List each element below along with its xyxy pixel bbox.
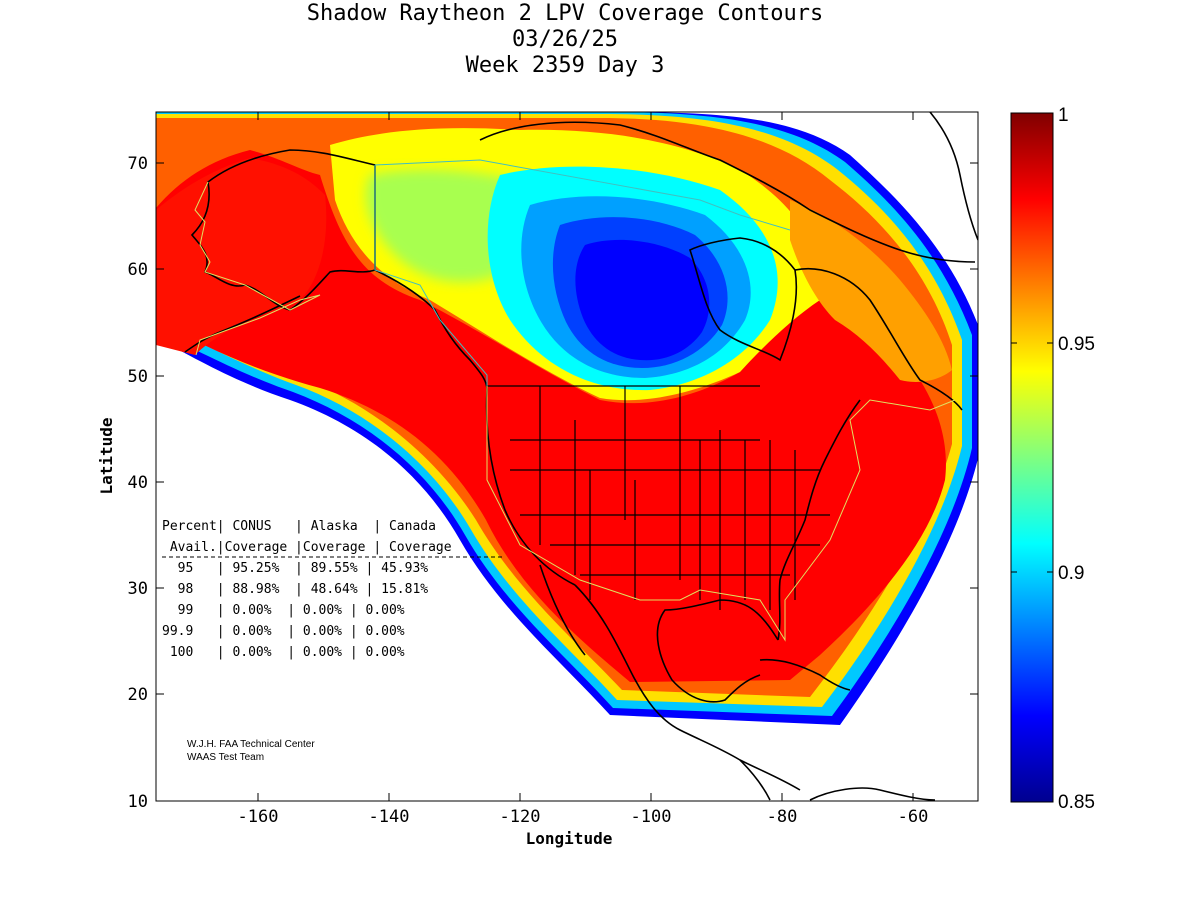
cuba <box>759 658 851 691</box>
stats-row: 98 | 88.98% | 48.64% | 15.81% <box>162 582 428 597</box>
colorbar <box>1010 112 1054 803</box>
coverage-stats-table: Percent| CONUS | Alaska | Canada Avail.|… <box>162 519 505 660</box>
coverage-lobe-darkblue <box>575 239 710 361</box>
x-tick-label: -80 <box>767 807 798 827</box>
stats-header-line: Avail.|Coverage |Coverage | Coverage <box>162 540 452 555</box>
stats-row: 95 | 95.25% | 89.55% | 45.93% <box>162 561 428 576</box>
y-tick-label: 40 <box>128 473 148 493</box>
title-line-3: Week 2359 Day 3 <box>465 53 665 78</box>
y-tick-label: 30 <box>128 579 148 599</box>
x-tick-label: -140 <box>369 807 410 827</box>
south-america-north <box>809 787 936 801</box>
x-tick-label: -100 <box>631 807 672 827</box>
x-tick-label: -60 <box>898 807 929 827</box>
x-axis-label: Longitude <box>526 829 613 848</box>
colorbar-ticks <box>1011 342 1053 573</box>
coverage-band-red <box>156 150 946 682</box>
axis-ticks <box>156 112 978 802</box>
coverage-contours <box>156 112 978 725</box>
hudson-bay <box>689 237 798 362</box>
arctic-islands <box>479 121 976 263</box>
stats-row: 100 | 0.00% | 0.00% | 0.00% <box>162 645 405 660</box>
credit-line-1: W.J.H. FAA Technical Center <box>187 739 315 750</box>
us-east-coast <box>777 399 861 641</box>
x-tick-label: -120 <box>500 807 541 827</box>
stats-row: 99 | 0.00% | 0.00% | 0.00% <box>162 603 405 618</box>
credit-line-2: WAAS Test Team <box>187 752 264 763</box>
plot-frame <box>155 111 979 802</box>
colorbar-tick-label: 1 <box>1058 105 1069 126</box>
stats-header-line: Percent| CONUS | Alaska | Canada <box>162 519 436 534</box>
canada-west-coast <box>374 269 488 391</box>
stats-row: 99.9 | 0.00% | 0.00% | 0.00% <box>162 624 405 639</box>
service-area-outlines <box>194 159 956 642</box>
y-tick-label: 70 <box>128 154 148 174</box>
alaska-peninsula <box>184 295 301 353</box>
colorbar-tick-label: 0.9 <box>1058 563 1084 584</box>
gulf-coast <box>656 599 779 703</box>
y-tick-label: 20 <box>128 685 148 705</box>
title-line-2: 03/26/25 <box>512 27 618 52</box>
y-tick-label: 10 <box>128 792 148 812</box>
y-axis-label: Latitude <box>97 417 116 494</box>
east-canada-coast <box>794 268 963 411</box>
baja-california <box>539 564 586 656</box>
y-tick-label: 50 <box>128 367 148 387</box>
x-tick-label: -160 <box>238 807 279 827</box>
y-tick-label: 60 <box>128 260 148 280</box>
title-line-1: Shadow Raytheon 2 LPV Coverage Contours <box>306 1 824 26</box>
greenland <box>929 112 978 241</box>
us-state-borders <box>487 385 830 610</box>
mexico-coast <box>574 584 771 801</box>
colorbar-tick-label: 0.85 <box>1058 792 1095 813</box>
coverage-band-alaska <box>156 158 327 355</box>
central-america <box>739 759 801 791</box>
colorbar-tick-label: 0.95 <box>1058 334 1095 355</box>
coverage-band-east-orange <box>790 200 952 382</box>
